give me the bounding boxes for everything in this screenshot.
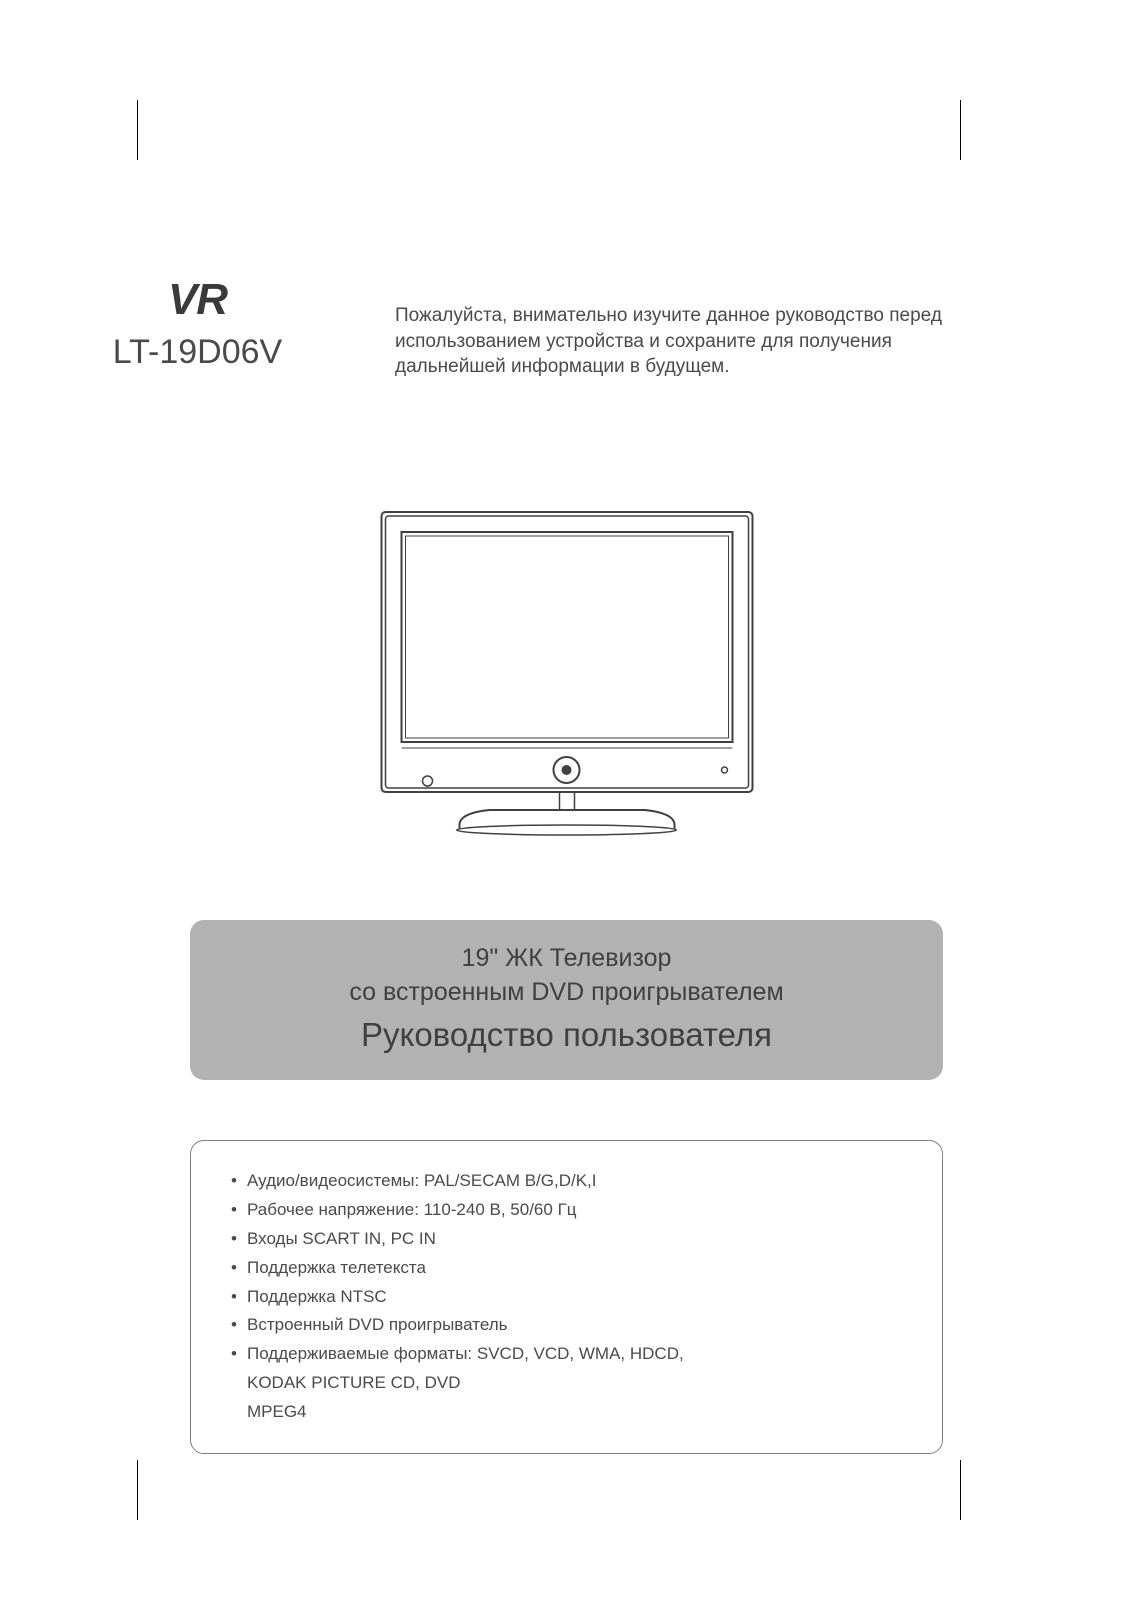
title-banner: 19" ЖК Телевизор со встроенным DVD проиг…: [190, 920, 943, 1080]
spec-continuation: KODAK PICTURE CD, DVD: [231, 1369, 902, 1398]
spec-item: Поддержка телетекста: [231, 1254, 902, 1283]
spec-item: Входы SCART IN, PC IN: [231, 1225, 902, 1254]
spec-item: Встроенный DVD проигрыватель: [231, 1311, 902, 1340]
subtitle-line-1: 19" ЖК Телевизор: [210, 942, 923, 976]
tv-illustration: [379, 510, 754, 850]
spec-item: Аудио/видеосистемы: PAL/SECAM B/G,D/K,I: [231, 1167, 902, 1196]
crop-mark-tl: [137, 100, 138, 160]
header-section: VR LT-19D06V Пожалуйста, внимательно изу…: [0, 275, 1133, 380]
subtitle-line-2: со встроенным DVD проигрывателем: [210, 976, 923, 1010]
notice-text: Пожалуйста, внимательно изучите данное р…: [395, 303, 983, 380]
header-left: VR LT-19D06V: [0, 275, 395, 380]
main-title: Руководство пользователя: [210, 1016, 923, 1054]
spec-item: Поддерживаемые форматы: SVCD, VCD, WMA, …: [231, 1340, 902, 1369]
specs-box: Аудио/видеосистемы: PAL/SECAM B/G,D/K,I …: [190, 1140, 943, 1454]
crop-mark-bl: [137, 1460, 138, 1520]
header-right: Пожалуйста, внимательно изучите данное р…: [395, 275, 1133, 380]
brand-logo: VR: [0, 275, 395, 325]
crop-mark-tr: [960, 100, 961, 160]
spec-item: Поддержка NTSC: [231, 1283, 902, 1312]
spec-continuation: MPEG4: [231, 1398, 902, 1427]
spec-item: Рабочее напряжение: 110-240 В, 50/60 Гц: [231, 1196, 902, 1225]
tv-icon: [379, 510, 754, 845]
crop-mark-br: [960, 1460, 961, 1520]
model-number: LT-19D06V: [0, 333, 395, 372]
